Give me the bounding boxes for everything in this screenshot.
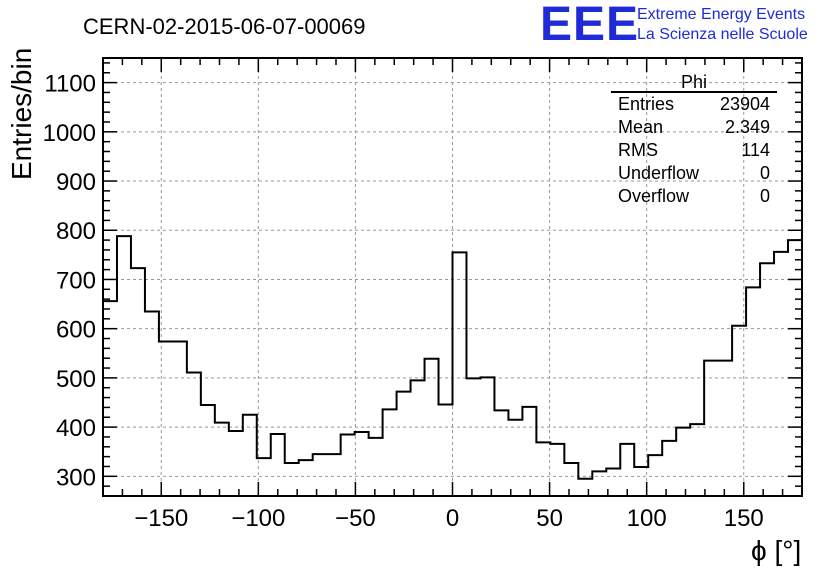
grid-lines — [103, 58, 802, 496]
histogram-bin — [201, 405, 215, 496]
histogram-bin — [411, 380, 425, 496]
histogram-bin — [243, 415, 257, 496]
histogram-bin — [159, 341, 173, 496]
histogram-bin — [341, 434, 355, 496]
y-tick-label: 1100 — [44, 71, 96, 98]
histogram-bin — [173, 341, 187, 496]
stats-row-label: Mean — [618, 117, 663, 137]
histogram-bin — [215, 423, 229, 496]
histogram-bin — [718, 361, 732, 496]
x-axis-ticks: −150 −100 −50 0 50 100 150 — [102, 58, 803, 532]
y-tick-label: 1000 — [43, 120, 96, 147]
stats-row-value: 2.349 — [725, 117, 770, 137]
histogram-bin — [564, 463, 578, 496]
histogram-bin — [536, 442, 550, 496]
histogram-bin — [592, 471, 606, 496]
chart-title: CERN-02-2015-06-07-00069 — [83, 14, 366, 39]
x-tick-label: 100 — [627, 505, 667, 532]
x-tick-label: 150 — [724, 505, 764, 532]
y-tick-label: 700 — [56, 267, 96, 294]
y-tick-label: 400 — [56, 415, 96, 442]
histogram-bin — [369, 438, 383, 496]
logo-mark: EEE — [540, 0, 639, 51]
x-tick-label: 50 — [536, 505, 563, 532]
histogram-bin — [383, 409, 397, 496]
histogram-bins — [103, 236, 802, 496]
histogram-bin — [480, 377, 494, 496]
histogram-bin — [355, 432, 369, 496]
logo-line-1: Extreme Energy Events — [637, 6, 805, 23]
stats-row-label: Underflow — [618, 163, 700, 183]
logo-line-2: La Scienza nelle Scuole — [637, 26, 808, 43]
histogram-bin — [732, 326, 746, 496]
stats-row-label: Entries — [618, 94, 674, 114]
histogram-bin — [313, 454, 327, 496]
y-tick-label: 500 — [56, 366, 96, 393]
histogram-bin — [299, 460, 313, 496]
histogram-bin — [117, 236, 131, 496]
histogram-bin — [746, 287, 760, 496]
histogram-bin — [145, 311, 159, 496]
y-tick-label: 800 — [56, 218, 96, 245]
stats-row-value: 114 — [741, 140, 770, 160]
histogram-bin — [522, 407, 536, 496]
x-tick-label: −150 — [134, 505, 188, 532]
stats-row-label: Overflow — [618, 186, 690, 206]
stats-title: Phi — [681, 72, 707, 92]
histogram-bin — [774, 252, 788, 496]
y-tick-label: 300 — [56, 464, 96, 491]
stats-row-value: 0 — [760, 186, 770, 206]
stats-row-value: 0 — [760, 163, 770, 183]
y-tick-label: 900 — [56, 169, 96, 196]
histogram-bin — [453, 252, 467, 496]
histogram-bin — [439, 404, 453, 496]
stats-row-value: 23904 — [720, 94, 770, 114]
y-tick-label: 600 — [56, 317, 96, 344]
x-tick-label: −50 — [335, 505, 376, 532]
histogram-bin — [690, 424, 704, 496]
histogram-line — [103, 235, 802, 480]
x-tick-label: 0 — [446, 505, 459, 532]
histogram-bin — [229, 431, 243, 496]
stats-box: Phi Entries 23904 Mean 2.349 RMS 114 Underflow… — [611, 72, 777, 206]
histogram-bin — [578, 479, 592, 496]
histogram-bin — [425, 359, 439, 496]
x-tick-label: −100 — [231, 505, 285, 532]
histogram-bin — [187, 372, 201, 496]
histogram-bin — [327, 454, 341, 496]
histogram-bin — [676, 428, 690, 496]
histogram-bin — [271, 434, 285, 496]
histogram-bin — [550, 444, 564, 496]
histogram-bin — [760, 263, 774, 496]
histogram-bin — [620, 444, 634, 496]
histogram-bin — [662, 441, 676, 496]
y-axis-ticks: 300 400 500 600 700 800 900 1000 1100 — [43, 62, 802, 491]
x-axis-label: ϕ [°] — [751, 535, 801, 566]
histogram-bin — [704, 361, 718, 496]
y-axis-label: Entries/bin — [6, 48, 37, 180]
histogram-bin — [648, 455, 662, 496]
histogram-bin — [397, 392, 411, 496]
histogram-bin — [508, 420, 522, 496]
eee-logo: EEE Extreme Energy Events La Scienza nel… — [540, 0, 808, 51]
histogram-bin — [466, 378, 480, 496]
stats-row-label: RMS — [618, 140, 658, 160]
histogram-bin — [131, 268, 145, 496]
histogram-bin — [494, 410, 508, 496]
